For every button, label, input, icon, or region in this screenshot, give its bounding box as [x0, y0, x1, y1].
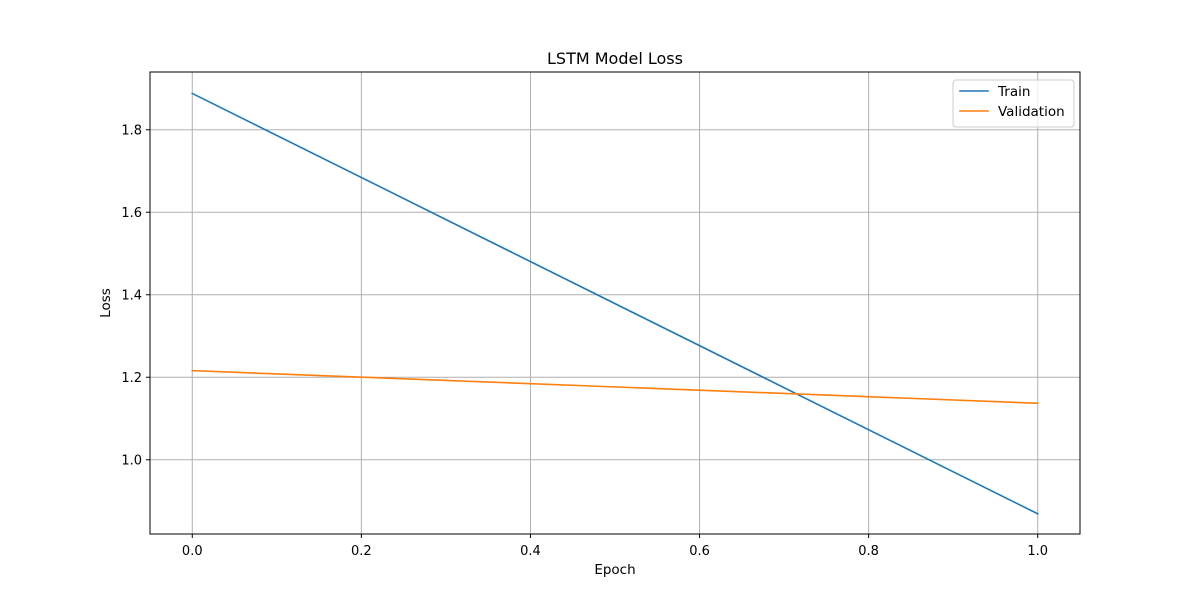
series-line-train	[191, 92, 1039, 515]
legend: Train Validation	[952, 79, 1075, 128]
x-tick-label: 1.0	[1027, 544, 1048, 559]
x-tick-label: 0.4	[520, 544, 541, 559]
x-tick-label: 0.0	[182, 544, 203, 559]
y-tick-label: 1.4	[121, 288, 142, 303]
y-axis-label: Loss	[98, 288, 114, 318]
plot-frame	[149, 71, 1081, 535]
x-tick-label: 0.2	[351, 544, 372, 559]
y-tick-label: 1.2	[121, 371, 142, 386]
chart-title: LSTM Model Loss	[547, 49, 683, 68]
x-tick-label: 0.6	[689, 544, 710, 559]
y-tick-label: 1.8	[121, 123, 142, 138]
legend-label-validation: Validation	[998, 104, 1065, 120]
x-axis-label: Epoch	[594, 562, 635, 578]
grid	[150, 72, 1080, 534]
series-lines	[191, 92, 1039, 515]
legend-label-train: Train	[997, 84, 1030, 100]
x-tick-label: 0.8	[858, 544, 879, 559]
ticks: 0.0 0.2 0.4 0.6 0.8 1.0 1.0 1.2 1.4 1.6 1.8	[121, 123, 1048, 559]
y-tick-label: 1.6	[121, 206, 142, 221]
y-tick-label: 1.0	[121, 453, 142, 468]
series-line-validation	[191, 369, 1039, 405]
